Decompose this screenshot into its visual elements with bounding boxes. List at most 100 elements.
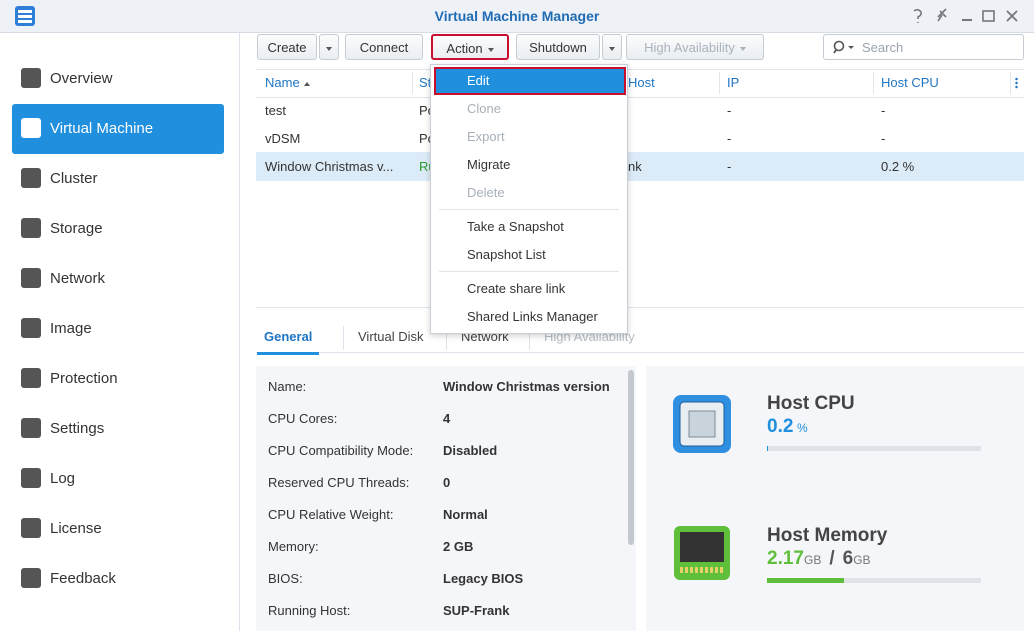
column-header[interactable]: IP (727, 75, 740, 90)
column-menu[interactable] (1015, 77, 1018, 89)
window-controls[interactable] (905, 6, 1030, 26)
sidebar-icon (21, 318, 41, 338)
column-header[interactable]: Host (628, 75, 655, 90)
detail-label: CPU Compatibility Mode: (268, 443, 414, 458)
memory-used: 2.17 (767, 548, 804, 569)
detail-label: Reserved CPU Threads: (268, 475, 410, 490)
sidebar-item[interactable]: Storage (12, 204, 224, 254)
tab-line (256, 352, 1024, 353)
resource-icon (670, 392, 734, 456)
search-icon (833, 40, 854, 54)
sidebar-item[interactable]: Cluster (12, 154, 224, 204)
table-cell[interactable]: - (727, 131, 732, 146)
tab[interactable]: Virtual Disk (358, 329, 424, 344)
toolbar-button[interactable]: Action (431, 34, 509, 60)
column-divider (719, 72, 720, 94)
split-dropdown[interactable] (602, 34, 622, 60)
app-icon (15, 6, 35, 26)
sidebar-label: Overview (50, 70, 113, 87)
table-header-bg (256, 69, 1024, 98)
menu-separator (439, 209, 619, 210)
menu-item[interactable]: Snapshot List (467, 247, 546, 262)
memory-used-unit: GB (803, 553, 822, 567)
scrollbar (628, 370, 634, 545)
split-dropdown[interactable] (319, 34, 339, 60)
tab-divider (529, 326, 530, 350)
sidebar-item[interactable]: Virtual Machine (12, 104, 224, 154)
table-cell[interactable]: - (727, 103, 732, 118)
sidebar-icon (21, 218, 41, 238)
column-header[interactable]: Host CPU (881, 75, 939, 90)
sidebar-icon (21, 68, 41, 88)
detail-value: Disabled (443, 443, 498, 458)
detail-label: Name: (268, 379, 307, 394)
table-cell[interactable]: - (727, 159, 732, 174)
sidebar-label: Feedback (50, 570, 116, 587)
sidebar-icon (21, 118, 41, 138)
table-cell[interactable]: 0.2 % (881, 159, 915, 174)
menu-item[interactable]: Migrate (467, 157, 511, 172)
detail-label: BIOS: (268, 571, 303, 586)
button-label: Create (267, 40, 307, 55)
sidebar-item[interactable]: Settings (12, 404, 224, 454)
resource-title: Host Memory (767, 525, 888, 546)
menu-item: Clone (467, 101, 501, 116)
sidebar-item[interactable]: Image (12, 304, 224, 354)
table-cell[interactable]: Window Christmas v... (265, 159, 394, 174)
sidebar-icon (21, 368, 41, 388)
memory-total: 6 (842, 548, 854, 569)
tab-divider (446, 326, 447, 350)
detail-label: CPU Cores: (268, 411, 338, 426)
menu-item[interactable]: Take a Snapshot (467, 219, 564, 234)
search-placeholder: Search (862, 40, 904, 55)
sidebar-item[interactable]: Overview (12, 54, 224, 104)
table-cell[interactable]: nk (628, 159, 642, 174)
sidebar-item[interactable]: Log (12, 454, 224, 504)
selected-row (256, 152, 1024, 181)
window-title: Virtual Machine Manager (434, 8, 600, 24)
column-header[interactable]: Name (265, 70, 310, 96)
memory-bar (767, 578, 845, 583)
table-cell[interactable]: - (881, 103, 886, 118)
memory-value: 2.17GB/6GB (767, 548, 871, 570)
detail-value: Legacy BIOS (443, 571, 524, 586)
detail-label: Running Host: (268, 603, 351, 618)
toolbar-button[interactable]: Connect (345, 34, 423, 60)
search-box[interactable]: Search (823, 34, 1024, 60)
sidebar-label: Storage (50, 220, 103, 237)
toolbar-button[interactable]: Create (257, 34, 317, 60)
sidebar-label: Protection (50, 370, 118, 387)
memory-total-unit: GB (853, 553, 871, 567)
table-cell[interactable]: test (265, 103, 286, 118)
sidebar-item[interactable]: License (12, 504, 224, 554)
sidebar-icon (21, 268, 41, 288)
sidebar-label: Virtual Machine (50, 120, 154, 137)
sidebar-label: Cluster (50, 170, 98, 187)
table-cell[interactable]: vDSM (265, 131, 301, 146)
tab[interactable]: General (257, 326, 320, 355)
sidebar-item[interactable]: Protection (12, 354, 224, 404)
memory-separator: / (829, 548, 835, 569)
button-label: Shutdown (529, 40, 587, 55)
toolbar-button: High Availability (626, 34, 764, 60)
cpu-bar-track (767, 446, 981, 451)
detail-value: 4 (443, 411, 451, 426)
table-bottom-line (256, 307, 1024, 308)
column-divider (873, 72, 874, 94)
menu-item[interactable]: Edit (434, 67, 626, 95)
sidebar-icon (21, 168, 41, 188)
cpu-number: 0.2 (767, 416, 794, 437)
sidebar-label: Image (50, 320, 92, 337)
cpu-value: 0.2 % (767, 416, 808, 438)
menu-item[interactable]: Create share link (467, 281, 566, 296)
menu-item[interactable]: Shared Links Manager (467, 309, 598, 324)
toolbar-button[interactable]: Shutdown (516, 34, 600, 60)
detail-value: 0 (443, 475, 451, 490)
table-cell[interactable]: - (881, 131, 886, 146)
detail-value: 2 GB (443, 539, 474, 554)
column-header[interactable]: St (419, 75, 432, 90)
action-menu: Edit Clone Export Migrate Delete Take a Snaps… (430, 64, 628, 334)
sidebar-item[interactable]: Feedback (12, 554, 224, 604)
detail-label: CPU Relative Weight: (268, 507, 394, 522)
sidebar-item[interactable]: Network (12, 254, 224, 304)
